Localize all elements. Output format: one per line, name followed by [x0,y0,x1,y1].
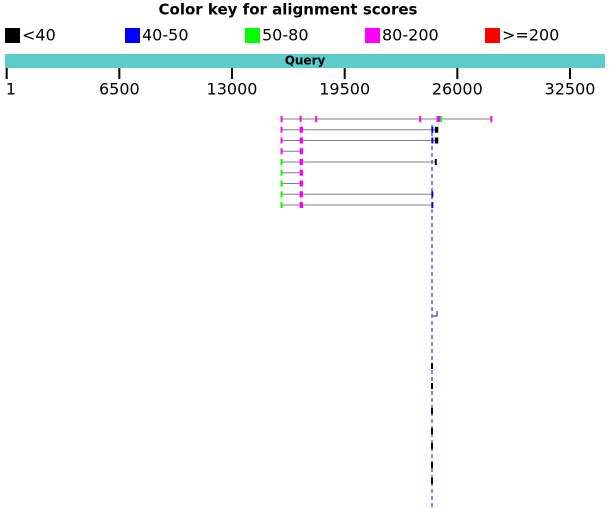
query-label: Query [285,54,326,68]
hit-segment [434,126,439,133]
hit-segment [299,191,304,198]
hit-segment [431,202,434,208]
hit-segment [440,116,443,122]
legend-label: 40-50 [142,26,189,45]
legend-swatch [365,28,380,43]
hit-segment [299,202,304,208]
hit-segment [299,159,304,165]
hit-segment [280,169,283,176]
hit-segment [299,137,304,144]
small-hit [431,443,433,449]
hit-segment [436,116,441,122]
small-hit [433,311,438,317]
hit-segment [431,137,434,144]
legend-swatch [245,28,260,43]
hit-segment [299,148,304,155]
small-hit [431,462,433,468]
hit-segment [299,126,304,133]
query-bar [5,54,605,68]
hit-segment [419,116,422,122]
axis-tick-label: 13000 [207,80,258,99]
legend-swatch [125,28,140,43]
hit-segment [280,137,283,144]
small-hit [431,478,433,484]
hit-segment [280,191,283,198]
hit-segment [315,116,318,122]
key-title: Color key for alignment scores [159,1,418,19]
hit-segment [299,180,304,187]
hit-segment [431,191,434,198]
hit-segment [280,202,283,208]
small-hit [431,408,433,414]
small-hit [431,363,433,369]
axis-tick-label: 1 [6,80,16,99]
small-hit [431,428,433,434]
legend-label: >=200 [502,26,559,45]
hit-segment [490,116,493,122]
legend-label: 50-80 [262,26,309,45]
hit-segment [434,159,437,165]
legend-swatch [485,28,500,43]
legend-label: <40 [22,26,56,45]
small-hit [431,383,433,389]
hit-segment [431,126,434,133]
hit-segment [280,126,283,133]
hit-segment [280,180,283,187]
axis-tick-label: 32500 [545,80,596,99]
hit-segment [280,159,283,165]
legend-swatch [5,28,20,43]
legend-label: 80-200 [382,26,439,45]
hit-segment [434,137,439,144]
axis-tick-label: 6500 [99,80,140,99]
axis-tick-label: 19500 [319,80,370,99]
small-hits [431,363,433,484]
hit-segment [280,116,283,122]
axis-tick-label: 26000 [432,80,483,99]
hit-segment [280,148,283,155]
hit-segment [299,116,302,122]
hit-segment [299,169,304,176]
